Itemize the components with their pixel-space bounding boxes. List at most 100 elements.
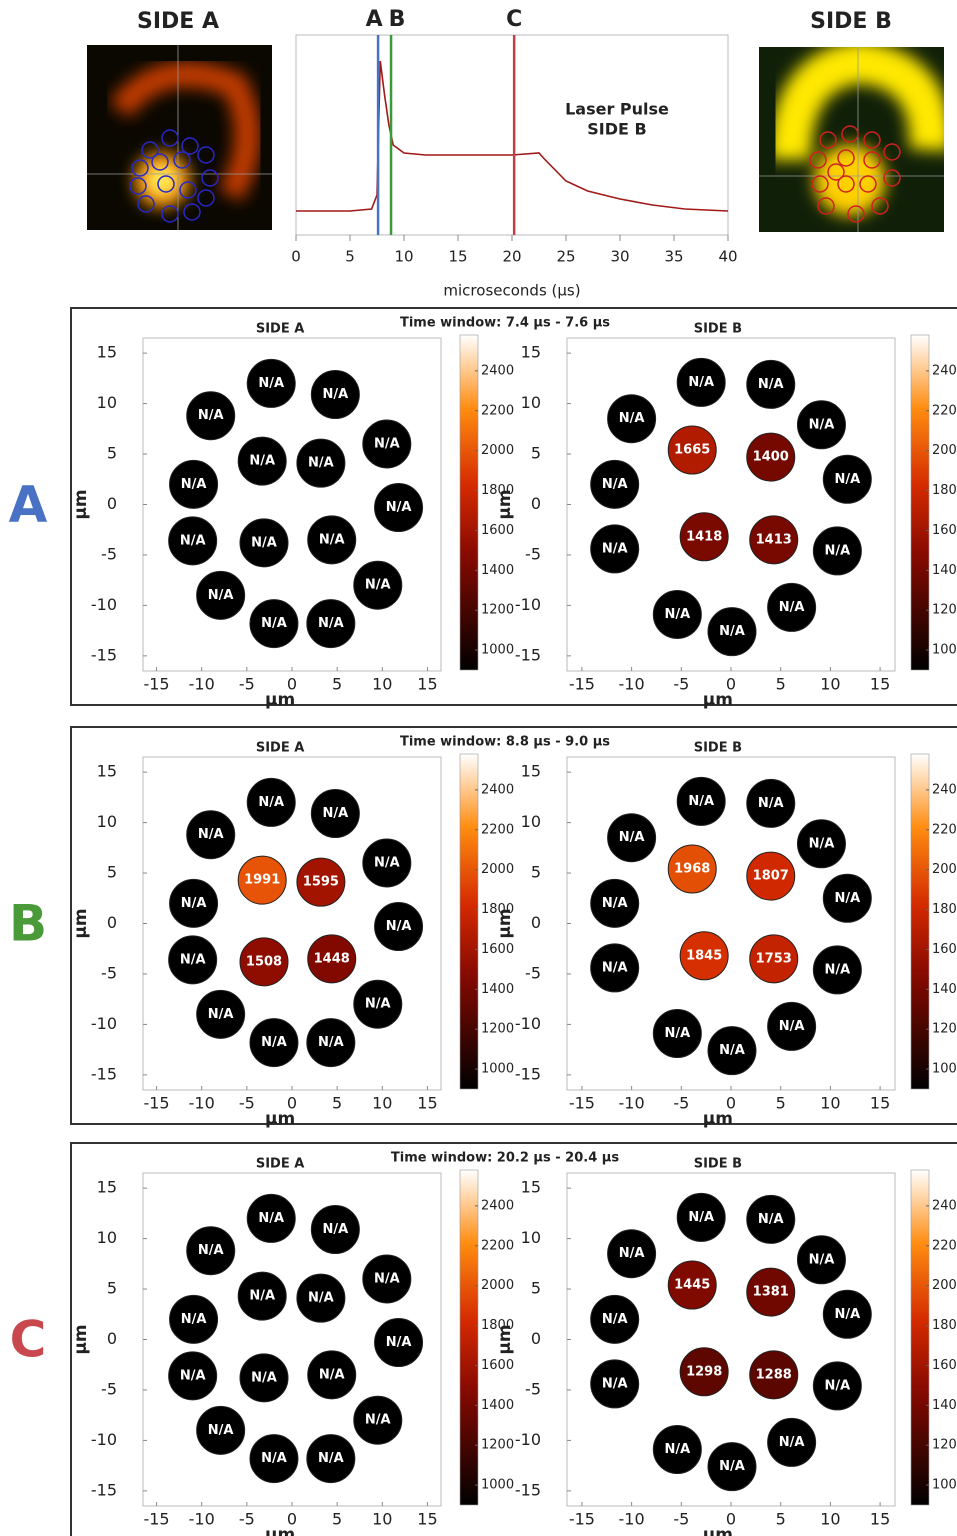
colorbar-tick-label: 1400 <box>481 982 514 997</box>
y-tick-label: 10 <box>521 1228 541 1247</box>
y-tick-label: 15 <box>97 762 117 781</box>
colorbar-tick-label: 1800 <box>932 902 957 917</box>
y-tick-label: 5 <box>531 444 541 463</box>
x-tick-label: -15 <box>569 1094 595 1113</box>
sensor-label: N/A <box>198 408 224 423</box>
sensor-label: N/A <box>688 375 714 390</box>
sensor-label: N/A <box>386 500 412 515</box>
colorbar-tick-label: 2000 <box>932 862 957 877</box>
colorbar-tick-label: 1400 <box>481 1398 514 1413</box>
y-tick-label: -15 <box>91 1064 117 1083</box>
sensor-label: N/A <box>602 1376 628 1391</box>
colorbar <box>911 754 929 1089</box>
colorbar-tick-label: 1600 <box>932 942 957 957</box>
y-tick-label: -5 <box>101 1379 117 1398</box>
panel-label: C <box>10 1311 47 1369</box>
sensor-label: 1807 <box>753 869 789 884</box>
sensor-label: 1298 <box>686 1364 722 1379</box>
sensor-label: N/A <box>374 855 400 870</box>
y-tick-label: 5 <box>107 863 117 882</box>
sensor-label: N/A <box>261 616 287 631</box>
y-tick-label: 10 <box>97 1228 117 1247</box>
sensor-label: N/A <box>809 417 835 432</box>
image-title: SIDE B <box>810 9 892 34</box>
x-tick-label: 10 <box>820 1510 840 1529</box>
colorbar-tick-label: 2000 <box>932 443 957 458</box>
sensor-label: N/A <box>318 1035 344 1050</box>
sensor-label: N/A <box>758 796 784 811</box>
time-window: Time window: 7.4 µs - 7.6 µs <box>400 316 610 331</box>
time-window: Time window: 8.8 µs - 9.0 µs <box>400 735 610 750</box>
y-tick-label: 5 <box>107 444 117 463</box>
colorbar-tick-label: 2400 <box>481 782 514 797</box>
colorbar-tick-label: 1600 <box>481 1358 514 1373</box>
plot-title: SIDE B <box>694 1157 742 1172</box>
y-axis-label: µm <box>495 908 515 938</box>
x-tick-label: -10 <box>189 675 215 694</box>
sensor-label: 1288 <box>756 1367 792 1382</box>
x-tick-label: -15 <box>143 1510 169 1529</box>
x-tick-label: 5 <box>332 675 342 694</box>
colorbar-tick-label: 2000 <box>932 1278 957 1293</box>
y-tick-label: -15 <box>91 1480 117 1499</box>
x-axis-label: µm <box>265 1109 295 1129</box>
colorbar-tick-label: 1600 <box>481 942 514 957</box>
sensor-label: N/A <box>602 1312 628 1327</box>
x-tick-label: 15 <box>870 1510 890 1529</box>
sensor-label: N/A <box>261 1035 287 1050</box>
sensor-label: N/A <box>719 624 745 639</box>
y-axis-label: µm <box>495 1324 515 1354</box>
x-tick-label: -5 <box>673 1510 689 1529</box>
sensor-label: N/A <box>308 1291 334 1306</box>
plot-title: SIDE A <box>256 1157 304 1172</box>
colorbar-tick-label: 1800 <box>932 483 957 498</box>
sensor-label: N/A <box>619 830 645 845</box>
panel-label: A <box>9 476 48 534</box>
colorbar-tick-label: 1000 <box>481 643 514 658</box>
y-tick-label: -10 <box>91 1014 117 1033</box>
y-tick-label: -5 <box>525 963 541 982</box>
colorbar-tick-label: 1800 <box>932 1318 957 1333</box>
colorbar-tick-label: 2400 <box>932 363 957 378</box>
colorbar-tick-label: 1200 <box>932 1022 957 1037</box>
y-axis-label: µm <box>71 908 91 938</box>
x-tick-label: 15 <box>448 248 467 266</box>
colorbar-tick-label: 1600 <box>481 523 514 538</box>
colorbar-tick-label: 2400 <box>481 363 514 378</box>
sensor-label: N/A <box>181 477 207 492</box>
sensor-label: N/A <box>198 1243 224 1258</box>
y-tick-label: 15 <box>521 762 541 781</box>
colorbar-tick-label: 1600 <box>932 523 957 538</box>
x-tick-label: -15 <box>569 1510 595 1529</box>
time-marker-label: C <box>506 7 522 32</box>
sensor-label: N/A <box>365 578 391 593</box>
x-tick-label: 15 <box>870 1094 890 1113</box>
image-title: SIDE A <box>137 9 219 34</box>
sensor-label: N/A <box>318 616 344 631</box>
sensor-label: N/A <box>180 952 206 967</box>
colorbar-tick-label: 2200 <box>481 403 514 418</box>
sensor-label: N/A <box>319 532 345 547</box>
sensor-label: 1968 <box>674 862 710 877</box>
x-tick-label: -15 <box>143 1094 169 1113</box>
sensor-label: N/A <box>374 436 400 451</box>
sensor-label: N/A <box>602 960 628 975</box>
sensor-label: N/A <box>308 456 334 471</box>
y-tick-label: 15 <box>97 343 117 362</box>
y-tick-label: 5 <box>531 863 541 882</box>
x-tick-label: -5 <box>673 1094 689 1113</box>
y-tick-label: 0 <box>531 913 541 932</box>
x-tick-label: 15 <box>417 1510 437 1529</box>
sensor-label: N/A <box>258 1211 284 1226</box>
colorbar-tick-label: 1200 <box>481 603 514 618</box>
y-tick-label: 0 <box>531 1329 541 1348</box>
x-axis-label: µm <box>703 690 733 710</box>
sensor-label: N/A <box>322 1222 348 1237</box>
colorbar-tick-label: 1400 <box>932 1398 957 1413</box>
sensor-label: 1845 <box>686 948 722 963</box>
sensor-label: N/A <box>181 1312 207 1327</box>
y-tick-label: -15 <box>515 645 541 664</box>
sensor-label: 1595 <box>303 875 339 890</box>
colorbar-tick-label: 2200 <box>481 1238 514 1253</box>
x-tick-label: 5 <box>776 1510 786 1529</box>
